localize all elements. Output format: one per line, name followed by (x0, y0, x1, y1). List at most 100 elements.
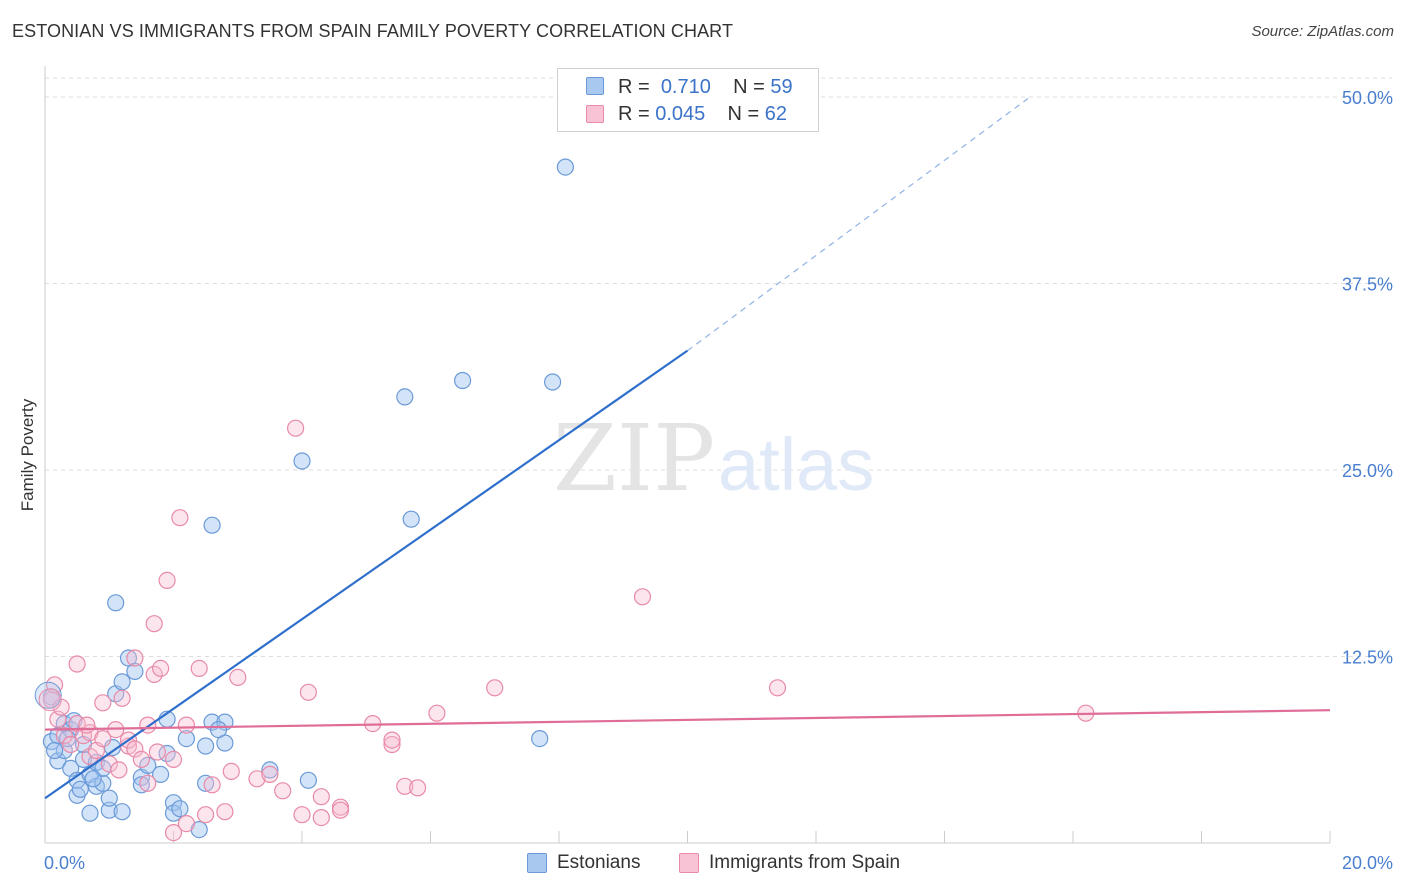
data-point (274, 782, 292, 800)
data-point (197, 774, 215, 792)
data-point (126, 649, 144, 667)
data-point (100, 755, 118, 773)
data-point (428, 704, 446, 722)
data-point (383, 735, 401, 754)
legend-label-spain: Immigrants from Spain (709, 852, 901, 873)
data-point (299, 771, 317, 789)
series-spain (42, 419, 1095, 842)
data-point (248, 770, 266, 788)
x-tick-label: 20.0% (1342, 853, 1393, 873)
data-point (164, 823, 183, 842)
y-tick-label: 50.0% (1342, 88, 1393, 108)
data-point (78, 716, 96, 734)
legend-r-label: R = (618, 102, 650, 125)
data-point (261, 761, 279, 779)
data-point (331, 801, 350, 819)
data-point (145, 615, 163, 633)
legend-swatch-spain-bottom (679, 853, 699, 873)
data-point (152, 659, 170, 678)
data-point (203, 516, 221, 534)
data-point (768, 679, 787, 697)
data-point (94, 694, 112, 712)
data-point (177, 729, 195, 748)
data-point (486, 679, 504, 697)
data-point (209, 720, 228, 739)
data-point (113, 803, 131, 821)
data-point (110, 761, 128, 779)
data-point (49, 752, 67, 770)
data-point (139, 756, 157, 775)
grid-lines (45, 77, 1392, 657)
data-point (45, 741, 64, 760)
watermark: ZIP atlas (553, 405, 874, 512)
data-point (312, 808, 330, 827)
legend-r-value: 0.045 (655, 102, 706, 125)
data-point (543, 373, 562, 391)
data-point (84, 770, 102, 788)
data-point (299, 683, 317, 701)
data-point (293, 806, 311, 824)
data-point (55, 726, 73, 745)
x-tick-label: 0.0% (44, 853, 85, 873)
trend-lines (44, 98, 1331, 800)
data-point (62, 735, 80, 754)
axes (44, 66, 1331, 844)
data-point (190, 659, 208, 678)
y-tick-label: 12.5% (1342, 648, 1393, 668)
data-point (126, 740, 144, 758)
data-point (94, 774, 112, 792)
data-point (113, 689, 131, 707)
legend-label-estonians: Estonians (557, 852, 641, 873)
trend-line-spain (44, 709, 1331, 731)
data-point (177, 814, 195, 833)
data-point (113, 673, 131, 691)
data-point (132, 776, 150, 794)
data-point (71, 780, 89, 798)
data-point (396, 777, 414, 795)
data-point (145, 665, 163, 684)
data-point (132, 750, 150, 769)
data-point (402, 510, 420, 528)
data-point (68, 655, 86, 673)
data-point (139, 774, 157, 792)
source-label: Source: ZipAtlas.com (1251, 23, 1394, 40)
tick-labels: 12.5% 25.0% 37.5% 50.0% 0.0% 20.0% (44, 88, 1393, 873)
data-point (171, 800, 189, 818)
data-point (229, 668, 247, 687)
data-point (107, 594, 125, 612)
legend-swatch-spain (586, 105, 604, 123)
data-point (312, 788, 330, 806)
legend-n-value: 62 (764, 102, 788, 125)
watermark-zip: ZIP (553, 405, 715, 512)
legend-r-value: 0.710 (660, 75, 711, 98)
legend-item-estonians[interactable]: Estonians (527, 852, 640, 874)
watermark-atlas: atlas (718, 423, 874, 506)
legend-row-spain: R = 0.045 N = 62 (618, 102, 787, 126)
legend-item-spain[interactable]: Immigrants from Spain (679, 852, 900, 874)
legend-swatch-estonians-bottom (527, 853, 547, 873)
data-point (81, 747, 99, 766)
data-point (197, 806, 215, 824)
data-point (383, 731, 401, 749)
data-point (531, 729, 549, 748)
data-point (287, 419, 305, 437)
legend-swatch-estonians (586, 77, 604, 95)
data-point-cluster (34, 681, 62, 709)
legend-n-value: 59 (770, 75, 793, 98)
data-point (152, 765, 170, 784)
data-point (216, 803, 234, 821)
data-point (100, 789, 118, 807)
legend-n-label: N = (727, 102, 760, 125)
data-points (34, 158, 1095, 842)
data-point (409, 779, 427, 797)
data-point (81, 804, 99, 822)
data-point (158, 571, 176, 590)
data-point (148, 743, 166, 761)
data-point (454, 371, 472, 390)
data-point (164, 750, 183, 769)
legend-n-label: N = (733, 75, 765, 98)
data-point (222, 762, 240, 781)
trend-line-estonians-extension (687, 98, 1029, 352)
data-point (203, 776, 221, 794)
